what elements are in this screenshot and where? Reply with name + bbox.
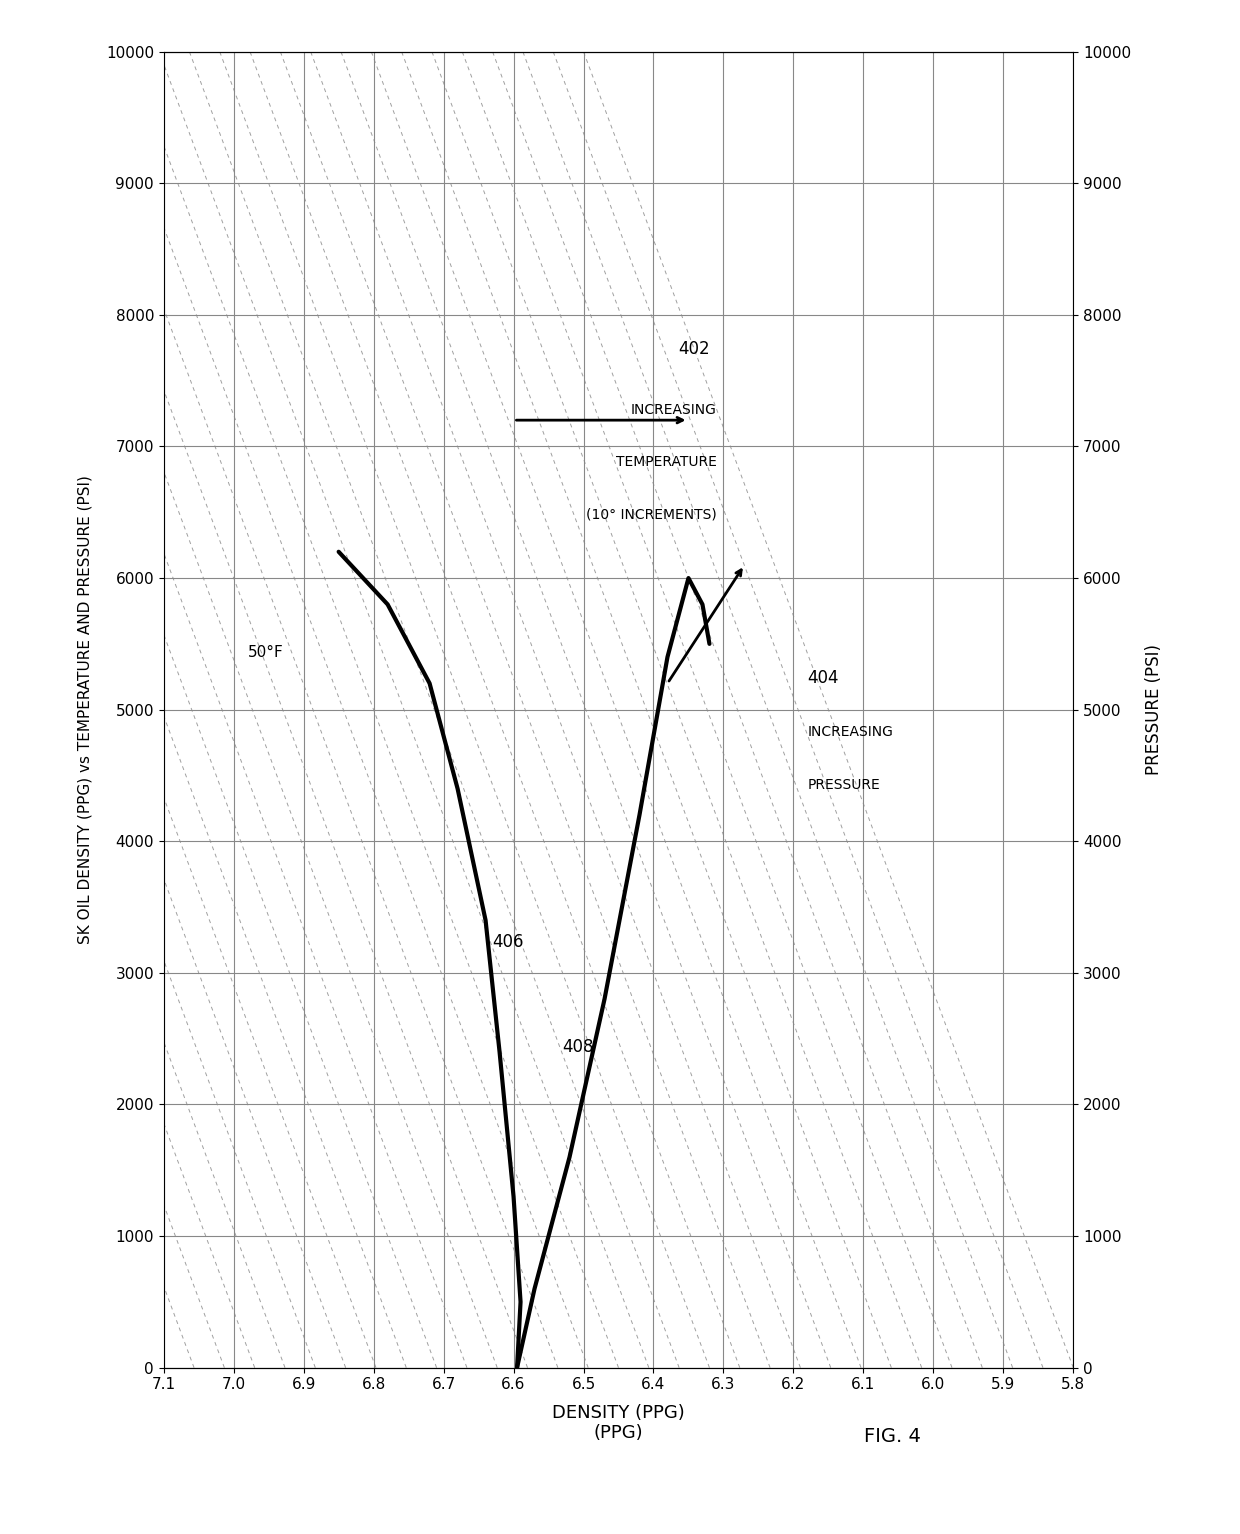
- Text: PRESSURE: PRESSURE: [807, 778, 880, 792]
- Y-axis label: SK OIL DENSITY (PPG) vs TEMPERATURE AND PRESSURE (PSI): SK OIL DENSITY (PPG) vs TEMPERATURE AND …: [77, 476, 92, 943]
- Y-axis label: PRESSURE (PSI): PRESSURE (PSI): [1145, 644, 1163, 775]
- Text: 408: 408: [563, 1039, 594, 1055]
- Text: FIG. 4: FIG. 4: [864, 1427, 921, 1447]
- Text: 406: 406: [492, 933, 525, 951]
- Text: INCREASING: INCREASING: [807, 726, 893, 739]
- Text: 402: 402: [678, 341, 709, 359]
- Text: 404: 404: [807, 669, 839, 687]
- Text: 50°F: 50°F: [248, 644, 284, 660]
- Text: INCREASING: INCREASING: [631, 402, 717, 417]
- X-axis label: DENSITY (PPG)
(PPG): DENSITY (PPG) (PPG): [552, 1404, 684, 1442]
- Text: TEMPERATURE: TEMPERATURE: [615, 456, 717, 469]
- Text: (10° INCREMENTS): (10° INCREMENTS): [585, 508, 717, 522]
